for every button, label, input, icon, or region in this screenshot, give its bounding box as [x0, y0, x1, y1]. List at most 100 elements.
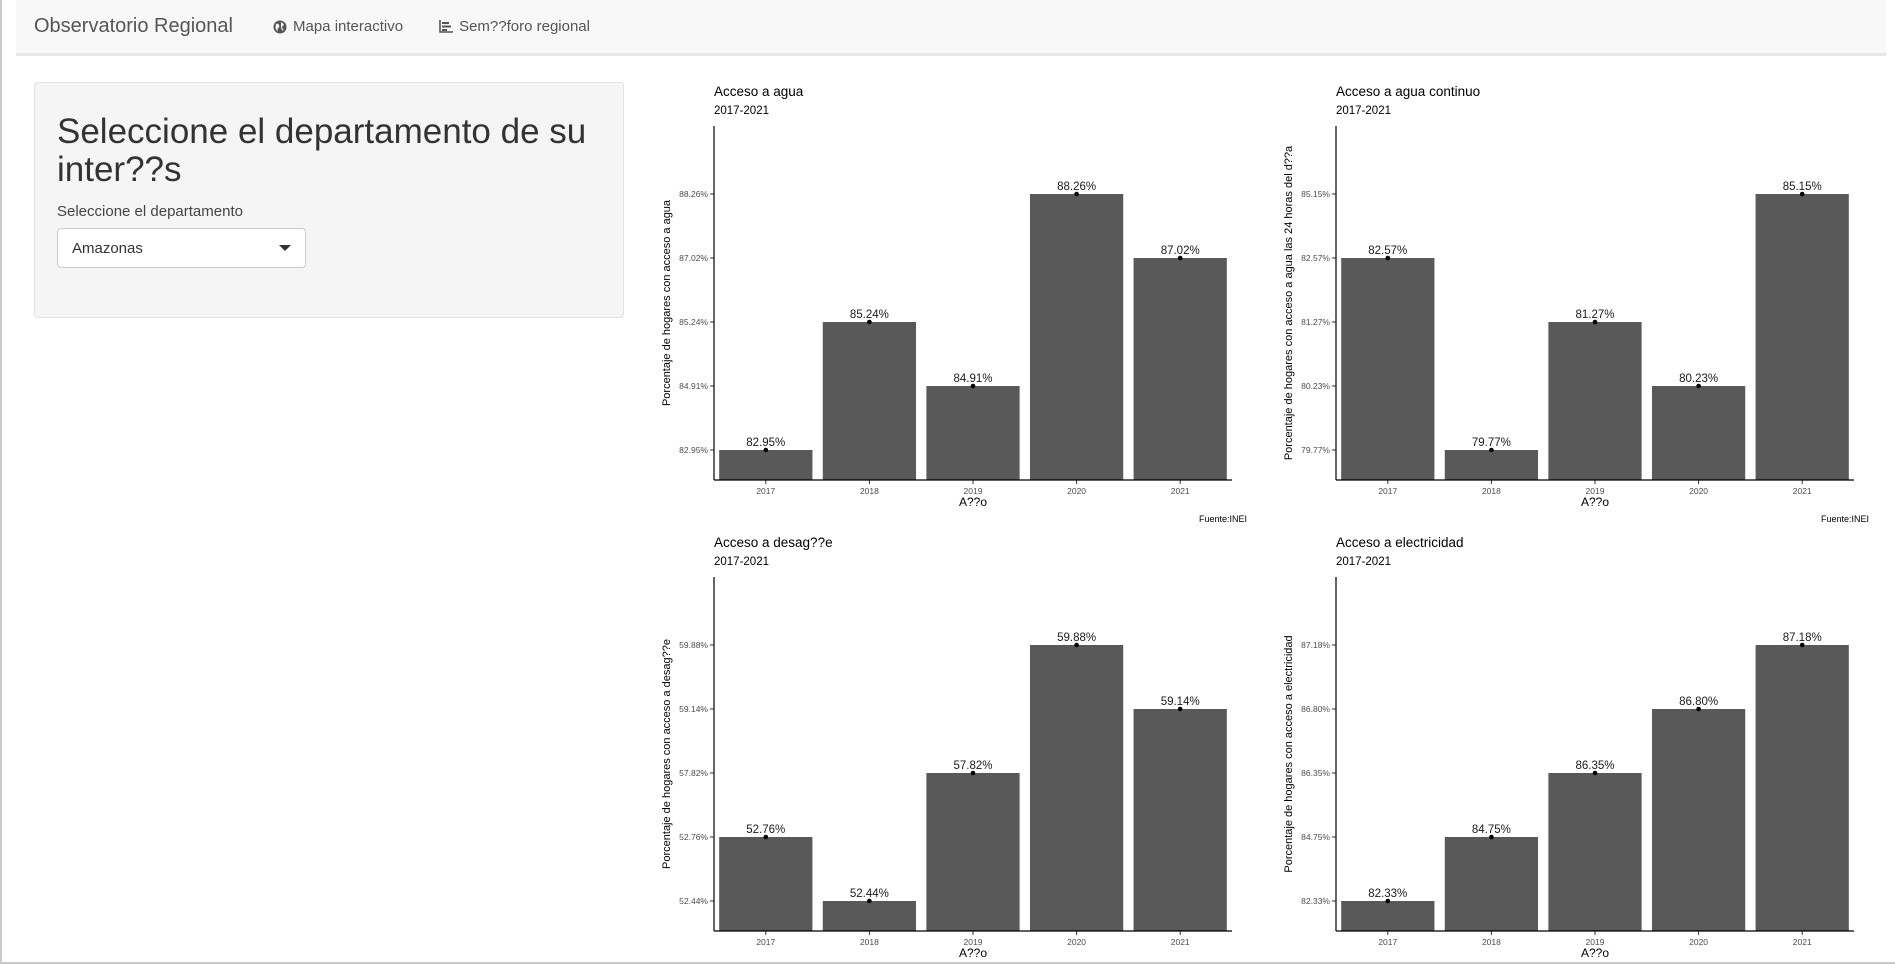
- bar: [1548, 773, 1642, 931]
- bar-point: [763, 447, 769, 453]
- bar-point: [1074, 191, 1079, 197]
- chart-acceso-agua: Acceso a agua 2017-2021 Porcentaje de hoga…: [655, 76, 1255, 530]
- bar: [1444, 450, 1539, 480]
- y-tick-label: 57.82%: [679, 768, 708, 778]
- bar: [1341, 258, 1435, 480]
- x-tick-label: 2021: [1171, 937, 1190, 947]
- bar-point: [1592, 770, 1598, 776]
- nav-link-label: Mapa interactivo: [293, 18, 404, 35]
- y-tick-label: 52.76%: [679, 832, 708, 842]
- chart-svg: Acceso a electricidad 2017-2021 Porcentaje…: [1283, 535, 1854, 960]
- bar: [1133, 709, 1227, 931]
- x-tick-label: 2020: [1067, 937, 1086, 947]
- chart-subtitle: 2017-2021: [1336, 105, 1391, 117]
- data-label: 57.82%: [953, 760, 992, 772]
- data-label: 81.27%: [1575, 309, 1614, 321]
- bar-point: [1799, 191, 1805, 197]
- x-axis-title: A??o: [959, 495, 987, 509]
- x-tick-label: 2018: [1482, 937, 1501, 947]
- chart-acceso-agua-continuo: Acceso a agua continuo 2017-2021 Porcentaj…: [1277, 76, 1877, 530]
- y-tick-label: 82.33%: [1301, 896, 1330, 906]
- x-axis-title: A??o: [959, 946, 987, 960]
- x-tick-label: 2018: [860, 486, 879, 496]
- bar-point: [1385, 898, 1391, 904]
- bar: [1133, 258, 1227, 480]
- x-tick-label: 2020: [1689, 486, 1708, 496]
- bar: [1548, 322, 1642, 480]
- data-label: 86.35%: [1575, 760, 1614, 772]
- bar-point: [1592, 319, 1598, 325]
- x-tick-label: 2019: [964, 486, 983, 496]
- bar-point: [1696, 706, 1701, 712]
- y-tick-label: 87.02%: [679, 253, 708, 263]
- y-tick-label: 85.15%: [1301, 189, 1330, 199]
- chart-acceso-electricidad: Acceso a electricidad 2017-2021 Porcentaje…: [1277, 527, 1877, 964]
- x-tick-label: 2019: [1586, 486, 1605, 496]
- chart-acceso-desague: Acceso a desag??e 2017-2021 Porcentaje de …: [655, 527, 1255, 964]
- bar: [1755, 645, 1849, 931]
- x-axis-title: A??o: [1581, 495, 1609, 509]
- globe-icon: [273, 20, 287, 33]
- y-tick-label: 86.35%: [1301, 768, 1330, 778]
- chart-title: Acceso a agua: [714, 84, 804, 99]
- chart-subtitle: 2017-2021: [714, 556, 769, 568]
- data-label: 86.80%: [1679, 696, 1718, 708]
- bar: [1755, 194, 1849, 480]
- nav-link-semaforo-regional[interactable]: Sem??foro regional: [421, 18, 608, 35]
- sidebar-panel: Seleccione el departamento de su inter??…: [34, 82, 624, 318]
- bar: [822, 901, 917, 931]
- data-label: 79.77%: [1472, 437, 1511, 449]
- bar: [926, 773, 1020, 931]
- bar-point: [1489, 834, 1494, 840]
- sidebar-heading: Seleccione el departamento de su inter??…: [57, 112, 587, 189]
- x-tick-label: 2021: [1171, 486, 1190, 496]
- bar-point: [1177, 255, 1183, 261]
- nav-link-mapa-interactivo[interactable]: Mapa interactivo: [255, 18, 421, 35]
- chart-caption: Fuente:INEI: [1821, 514, 1869, 524]
- data-label: 52.44%: [850, 888, 889, 900]
- bar: [1651, 709, 1746, 931]
- bar-point: [1489, 447, 1494, 453]
- data-label: 88.26%: [1057, 181, 1096, 193]
- bar-point: [1074, 642, 1079, 648]
- data-label: 84.75%: [1472, 824, 1511, 836]
- data-label: 82.95%: [746, 437, 785, 449]
- navbar-brand[interactable]: Observatorio Regional: [34, 15, 233, 37]
- chart-subtitle: 2017-2021: [714, 105, 769, 117]
- bar-point: [1696, 383, 1701, 389]
- bar: [926, 386, 1020, 480]
- bar: [719, 837, 813, 931]
- chart-svg: Acceso a agua continuo 2017-2021 Porcentaj…: [1283, 84, 1869, 524]
- bar-point: [1385, 255, 1391, 261]
- x-tick-label: 2017: [756, 937, 775, 947]
- data-label: 80.23%: [1679, 373, 1718, 385]
- bar-point: [1799, 642, 1805, 648]
- y-tick-label: 86.80%: [1301, 704, 1330, 714]
- y-tick-label: 85.24%: [679, 317, 708, 327]
- data-label: 85.24%: [850, 309, 889, 321]
- bar-point: [970, 770, 976, 776]
- bar-point: [970, 383, 976, 389]
- chart-subtitle: 2017-2021: [1336, 556, 1391, 568]
- bar: [822, 322, 917, 480]
- x-tick-label: 2017: [756, 486, 775, 496]
- data-label: 59.88%: [1057, 632, 1096, 644]
- department-select-label: Seleccione el departamento: [57, 203, 243, 220]
- y-tick-label: 84.75%: [1301, 832, 1330, 842]
- y-tick-label: 87.18%: [1301, 640, 1330, 650]
- x-tick-label: 2017: [1378, 486, 1397, 496]
- chart-title: Acceso a electricidad: [1336, 535, 1464, 550]
- department-select[interactable]: Amazonas: [57, 228, 306, 268]
- chart-caption: Fuente:INEI: [1199, 514, 1247, 524]
- window-bottom-edge: [0, 962, 1895, 964]
- navbar: Observatorio Regional Mapa interactivo S…: [16, 0, 1886, 56]
- y-tick-label: 80.23%: [1301, 381, 1330, 391]
- y-tick-label: 82.95%: [679, 445, 708, 455]
- y-axis-title: Porcentaje de hogares con acceso a agua …: [1283, 145, 1295, 460]
- nav-link-label: Sem??foro regional: [459, 18, 590, 35]
- bar: [1029, 194, 1124, 480]
- data-label: 87.02%: [1161, 245, 1200, 257]
- x-tick-label: 2018: [860, 937, 879, 947]
- bar-point: [867, 319, 872, 325]
- x-tick-label: 2018: [1482, 486, 1501, 496]
